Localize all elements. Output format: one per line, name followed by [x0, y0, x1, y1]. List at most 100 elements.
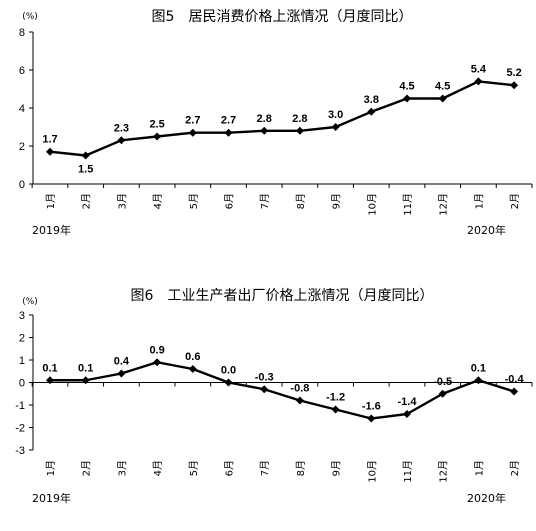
data-label: 0.1: [42, 362, 57, 374]
data-label: 5.4: [471, 63, 487, 75]
data-label: 2.7: [185, 115, 200, 127]
x-tick-label: 1月: [473, 193, 485, 209]
data-label: 2.5: [149, 119, 164, 131]
data-label: -0.3: [255, 371, 274, 383]
x-tick-label: 7月: [259, 193, 271, 209]
y-tick-label: 0: [19, 378, 25, 390]
data-point: [510, 387, 519, 396]
data-point: [153, 132, 162, 141]
data-point: [367, 414, 376, 423]
data-point: [81, 376, 90, 385]
data-point: [260, 385, 269, 394]
data-label: 2.8: [257, 113, 272, 125]
data-point: [331, 123, 340, 131]
data-label: 0.6: [185, 351, 200, 363]
y-tick-label: 8: [19, 27, 25, 39]
y-tick-label: 1: [19, 355, 25, 367]
x-tick-label: 9月: [331, 460, 343, 476]
data-point: [367, 107, 376, 116]
y-tick-label: 2: [19, 141, 25, 153]
series-line: [50, 361, 515, 420]
data-point: [260, 126, 269, 135]
x-tick-label: 5月: [188, 460, 200, 476]
x-tick-label: 7月: [259, 460, 271, 476]
data-label: -1.4: [398, 396, 418, 408]
x-tick-label: 1月: [45, 460, 57, 476]
chart-cpi: 图5 居民消费价格上涨情况（月度同比） (%) 0 2 4 6 8 1月 2月 3月 4月 5月 6月 7…: [19, 9, 533, 237]
x-tick-label: 11月: [402, 460, 414, 483]
x-tick-label: 1月: [45, 193, 57, 209]
y-tick-label: 6: [19, 65, 25, 77]
x-tick-label: 11月: [402, 193, 414, 216]
x-tick-label: 2月: [509, 193, 521, 209]
data-point: [474, 77, 483, 86]
data-point: [188, 365, 197, 373]
x-tick-label: 4月: [152, 193, 164, 209]
data-label: -0.4: [505, 374, 525, 386]
data-point: [474, 376, 483, 385]
year-label: 2020年: [467, 491, 506, 505]
y-tick-label: -3: [15, 445, 25, 457]
x-tick-label: 5月: [188, 193, 200, 209]
x-tick-label: 9月: [331, 193, 343, 209]
x-tick-label: 2月: [509, 460, 521, 476]
data-label: 2.3: [114, 122, 129, 134]
x-tick-label: 12月: [438, 460, 450, 483]
data-point: [117, 369, 126, 378]
data-point: [403, 410, 411, 418]
data-label: 2.7: [221, 115, 236, 127]
data-label: 2.8: [292, 113, 307, 125]
data-point: [46, 376, 54, 385]
chart-title: 图5 居民消费价格上涨情况（月度同比）: [152, 9, 413, 25]
data-point: [81, 151, 90, 160]
x-tick-label: 8月: [295, 193, 307, 209]
y-unit-label: (%): [22, 297, 38, 307]
x-tick-label: 8月: [295, 460, 307, 476]
data-point: [438, 389, 447, 398]
year-label: 2019年: [32, 491, 71, 505]
data-point: [224, 378, 233, 387]
data-label: 3.0: [328, 109, 343, 121]
data-point: [224, 128, 233, 137]
series-line: [49, 80, 515, 157]
data-label: 0.0: [221, 365, 236, 377]
chart-ppi: 图6 工业生产者出厂价格上涨情况（月度同比） (%) -3 -2 -1 0 1 2 3 1月 2月 3…: [15, 288, 533, 505]
data-point: [331, 405, 340, 414]
data-point: [295, 126, 304, 135]
data-label: 0.4: [114, 356, 130, 368]
x-tick-label: 2月: [81, 460, 93, 476]
year-label: 2020年: [467, 223, 506, 237]
x-tick-label: 10月: [366, 460, 378, 483]
data-point: [403, 94, 411, 103]
x-tick-label: 12月: [438, 193, 450, 216]
data-point: [153, 358, 162, 367]
data-label: -1.2: [326, 392, 345, 404]
x-tick-label: 3月: [116, 193, 128, 209]
data-label: 0.9: [149, 344, 164, 356]
data-label: 1.5: [78, 164, 93, 176]
data-point: [188, 128, 197, 137]
x-tick-label: 3月: [116, 460, 128, 476]
data-label: 5.2: [506, 67, 521, 79]
y-tick-label: -1: [15, 400, 25, 412]
data-label: 0.1: [471, 362, 486, 374]
data-label: 4.5: [435, 81, 450, 93]
data-label: 4.5: [399, 81, 414, 93]
x-tick-label: 1月: [473, 460, 485, 476]
y-tick-label: 0: [19, 179, 25, 191]
y-tick-label: 3: [19, 310, 25, 322]
x-tick-label: 6月: [224, 193, 236, 209]
x-tick-label: 6月: [224, 460, 236, 476]
chart-title: 图6 工业生产者出厂价格上涨情况（月度同比）: [131, 288, 434, 304]
data-label: 0.1: [78, 362, 93, 374]
data-label: -0.8: [290, 383, 309, 395]
year-label: 2019年: [32, 223, 71, 237]
data-point: [295, 396, 304, 405]
data-point: [438, 94, 447, 103]
y-tick-label: 4: [19, 103, 25, 115]
y-tick-label: -2: [15, 423, 25, 435]
x-tick-label: 4月: [152, 460, 164, 476]
data-label: 3.8: [364, 94, 379, 106]
x-tick-label: 2月: [81, 193, 93, 209]
